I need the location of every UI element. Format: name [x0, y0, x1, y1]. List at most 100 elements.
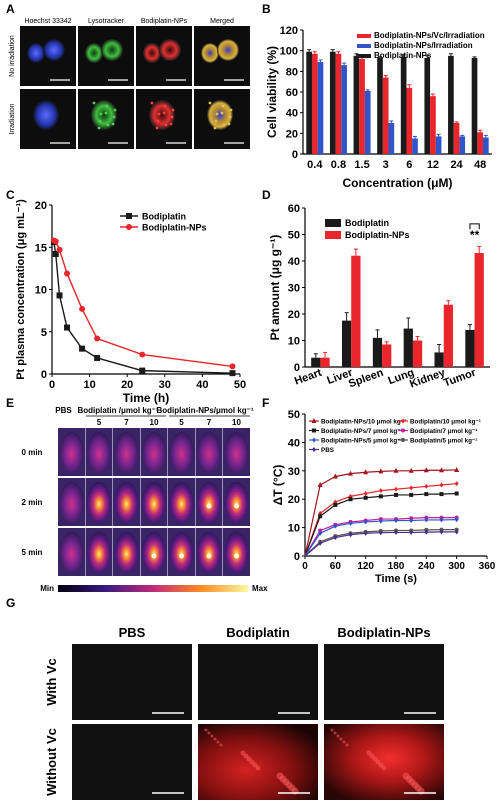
bar [364, 90, 371, 154]
group-label: Bodiplatin /μmol kg⁻¹ [77, 406, 158, 415]
hot-spot [234, 503, 239, 509]
x-axis-label: Concentration (μM) [343, 176, 453, 190]
y-tick-label: 30 [288, 283, 300, 295]
data-point [439, 482, 444, 488]
panel-a-row-label: Irradiation [9, 103, 16, 134]
data-point [333, 523, 338, 529]
y-tick-label: 20 [35, 200, 47, 212]
hot-spot [234, 553, 239, 559]
legend-swatch [357, 44, 371, 48]
legend-label: Bodiplatin/5 μmol kg⁻¹ [410, 438, 477, 445]
data-point [64, 270, 71, 277]
cell-puncta [229, 108, 233, 112]
bar [382, 344, 392, 367]
data-point [348, 470, 353, 476]
bar [382, 77, 389, 154]
row-label: 2 min [22, 498, 43, 507]
column-label: 10 [150, 418, 159, 427]
x-tick-label: 10 [83, 379, 95, 391]
data-point [318, 540, 323, 546]
tissue-speckle [207, 731, 211, 735]
column-label: Bodiplatin [226, 625, 290, 640]
thermal-mouse [87, 481, 111, 523]
cell-puncta [221, 104, 225, 108]
cell-puncta [164, 123, 168, 127]
legend-label: PBS [321, 447, 334, 454]
series-line [304, 519, 457, 557]
bar [372, 337, 383, 367]
x-tick-label: 120 [357, 561, 374, 572]
tissue-speckle [333, 731, 337, 735]
data-point [439, 467, 444, 473]
tissue-speckle [219, 743, 223, 747]
thermal-mouse [169, 481, 194, 523]
bar [453, 123, 460, 154]
data-point [394, 492, 398, 497]
cell-image [101, 39, 123, 61]
legend-label: Bodiplatin/7 μmol kg⁻¹ [410, 428, 477, 435]
column-label: PBS [119, 625, 146, 640]
panel-b-letter: B [262, 2, 271, 16]
significance-label: ** [470, 228, 480, 242]
tissue-speckle [336, 734, 340, 738]
chart-f-temperature: 0 10 20 30 40 50 0 60 120 180 240 300 360 Bodiplatin-… [271, 409, 496, 585]
data-point [378, 468, 384, 474]
legend-swatch [357, 54, 371, 58]
cell-puncta [98, 119, 102, 123]
data-point [363, 469, 369, 475]
legend-marker [312, 447, 316, 452]
cell-puncta [111, 122, 115, 126]
x-tick-label: 3 [383, 159, 389, 171]
x-axis-label: Time (h) [123, 391, 169, 405]
thermal-mouse [224, 531, 249, 573]
thermal-mouse [142, 481, 166, 523]
series-line [304, 531, 457, 557]
hot-spot [206, 503, 212, 509]
x-tick-label: 50 [234, 379, 246, 391]
legend-marker [126, 224, 132, 230]
bar [317, 62, 324, 154]
data-point [348, 532, 353, 538]
y-tick-label: 5 [41, 327, 47, 339]
thermal-mouse [169, 431, 194, 473]
x-tick-label: 60 [330, 561, 342, 572]
tissue-speckle [213, 737, 217, 741]
x-tick-label: Spleen [347, 367, 385, 391]
y-tick-label: 40 [288, 437, 300, 449]
data-point [409, 518, 414, 523]
cell-image [33, 100, 59, 130]
x-tick-label: 0 [302, 561, 308, 572]
y-axis-label: Cell viability (%) [265, 46, 279, 138]
cell-puncta [157, 112, 161, 116]
data-point [408, 467, 414, 473]
tissue-speckle [342, 740, 346, 744]
cell-puncta [104, 111, 108, 115]
data-point [79, 345, 86, 352]
data-point [454, 529, 459, 535]
cell-puncta [92, 101, 96, 105]
thermal-mouse [114, 481, 139, 523]
cell-image [91, 100, 117, 130]
data-point [56, 246, 63, 253]
thermal-mouse [114, 431, 139, 473]
tissue-speckle [255, 765, 261, 771]
data-point [378, 488, 383, 494]
data-point [56, 292, 63, 299]
y-tick-label: 10 [35, 285, 47, 297]
tissue-signal [198, 724, 318, 800]
bar [335, 53, 342, 155]
data-point [229, 363, 236, 370]
cell-puncta [227, 122, 231, 126]
data-point [318, 514, 323, 519]
data-point [333, 502, 338, 507]
bar [341, 65, 347, 154]
y-tick-label: 40 [286, 108, 298, 120]
cell-puncta [99, 112, 103, 116]
thermal-mouse [169, 531, 194, 573]
legend-label: Bodiplatin [142, 212, 186, 222]
data-point [348, 497, 353, 502]
column-label: 5 [97, 418, 102, 427]
bar [434, 352, 444, 367]
data-point [139, 351, 146, 358]
data-point [333, 535, 338, 541]
